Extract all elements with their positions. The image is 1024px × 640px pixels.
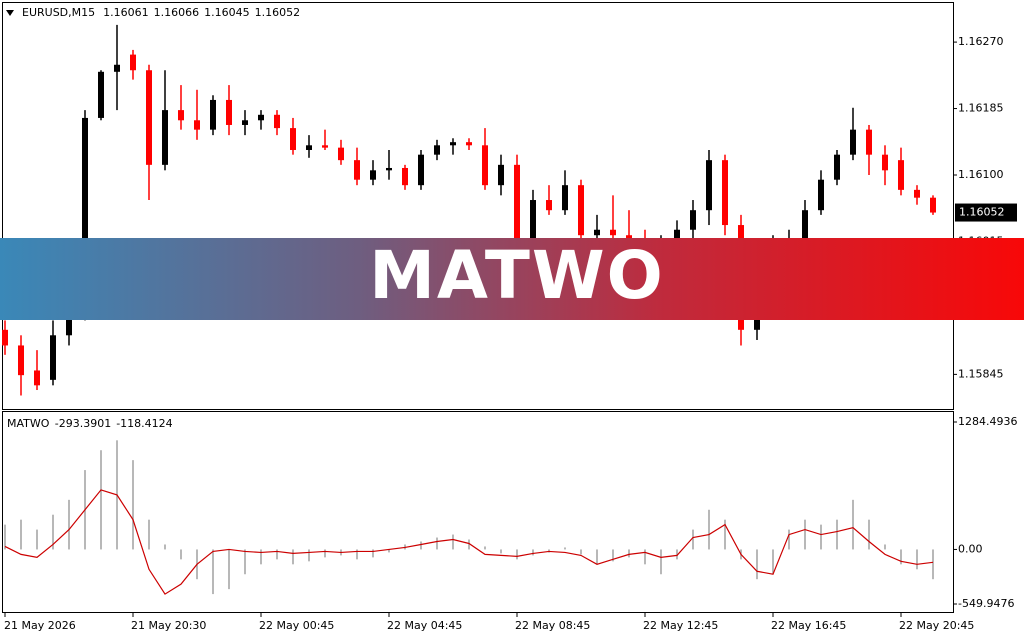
y-tick-label: 1.16100 [958, 168, 1004, 181]
candle-body [242, 120, 248, 125]
ohlc-high: 1.16066 [154, 6, 200, 19]
candle-body [850, 129, 856, 155]
candle-body [290, 128, 296, 150]
indicator-value: -293.3901 [55, 417, 111, 430]
candle-body [226, 99, 232, 125]
banner-title: MATWO [369, 237, 665, 314]
signal-line [4, 489, 934, 595]
ohlc-low: 1.16045 [204, 6, 250, 19]
candle-body [706, 160, 712, 211]
candle-body [546, 200, 552, 211]
candle-body [178, 110, 184, 121]
x-tick-label: 22 May 16:45 [771, 619, 846, 632]
indicator-panel [2, 411, 954, 613]
price-panel [2, 2, 954, 410]
candle-body [450, 142, 456, 146]
x-tick-label: 22 May 04:45 [387, 619, 462, 632]
candle-body [898, 160, 904, 190]
plot-layer: 1.162701.161851.161001.160151.159301.158… [2, 24, 1018, 632]
candle-body [914, 189, 920, 198]
candle-body [2, 329, 8, 346]
symbol: EURUSD,M15 [22, 6, 95, 19]
x-tick-label: 21 May 20:30 [131, 619, 206, 632]
candle-body [418, 154, 424, 186]
candle-body [370, 170, 376, 180]
ohlc-open: 1.16061 [103, 6, 149, 19]
candle-body [690, 210, 696, 230]
candle-body [306, 145, 312, 150]
indicator-header: MATWO -293.3901 -118.4124 [7, 417, 173, 430]
indicator-name: MATWO [7, 417, 50, 430]
candle-body [466, 142, 472, 146]
candle-body [498, 164, 504, 186]
candle-body [130, 54, 136, 71]
candle-body [210, 99, 216, 130]
y-tick-label: 0.00 [958, 542, 983, 555]
candle-body [610, 229, 616, 236]
x-tick-label: 22 May 08:45 [515, 619, 590, 632]
price-header: EURUSD,M15 1.16061 1.16066 1.16045 1.16052 [22, 6, 300, 19]
candle-body [930, 197, 936, 213]
candle-body [818, 179, 824, 211]
x-tick-label: 22 May 12:45 [643, 619, 718, 632]
y-tick-label: 1284.4936 [958, 415, 1018, 428]
candle-body [162, 110, 168, 165]
candle-body [834, 154, 840, 180]
candle-body [562, 185, 568, 211]
x-tick-label: 22 May 00:45 [259, 619, 334, 632]
candle-body [514, 164, 520, 240]
candle-body [98, 71, 104, 118]
candle-body [882, 154, 888, 171]
x-tick-label: 22 May 20:45 [899, 619, 974, 632]
candle-body [722, 160, 728, 226]
candle-body [194, 120, 200, 130]
y-tick-label: 1.15845 [958, 367, 1004, 380]
candle-body [578, 185, 584, 236]
last-price-label: 1.16052 [959, 206, 1005, 219]
candle-body [482, 145, 488, 186]
candle-body [386, 167, 392, 171]
y-tick-label: 1.16185 [958, 102, 1004, 115]
ohlc-close: 1.16052 [255, 6, 301, 19]
candle-body [802, 210, 808, 239]
collapse-arrow[interactable] [6, 10, 14, 16]
candle-body [674, 229, 680, 240]
candle-body [82, 117, 88, 301]
indicator-value: -118.4124 [116, 417, 172, 430]
candle-body [354, 160, 360, 180]
candle-body [146, 70, 152, 165]
candle-body [530, 200, 536, 240]
last-price-tag [955, 203, 1017, 222]
candle-body [274, 114, 280, 129]
candle-body [50, 335, 56, 380]
banner [0, 238, 1024, 320]
y-tick-label: -549.9476 [958, 597, 1014, 610]
candle-body [434, 145, 440, 155]
candle-body [114, 64, 120, 72]
candle-body [34, 370, 40, 386]
y-tick-label: 1.16270 [958, 35, 1004, 48]
candle-body [322, 145, 328, 148]
candle-body [402, 167, 408, 186]
candle-body [594, 229, 600, 236]
x-tick-label: 21 May 2026 [4, 619, 76, 632]
candle-body [18, 345, 24, 376]
candle-body [338, 147, 344, 161]
candle-body [258, 114, 264, 121]
candle-body [866, 129, 872, 155]
